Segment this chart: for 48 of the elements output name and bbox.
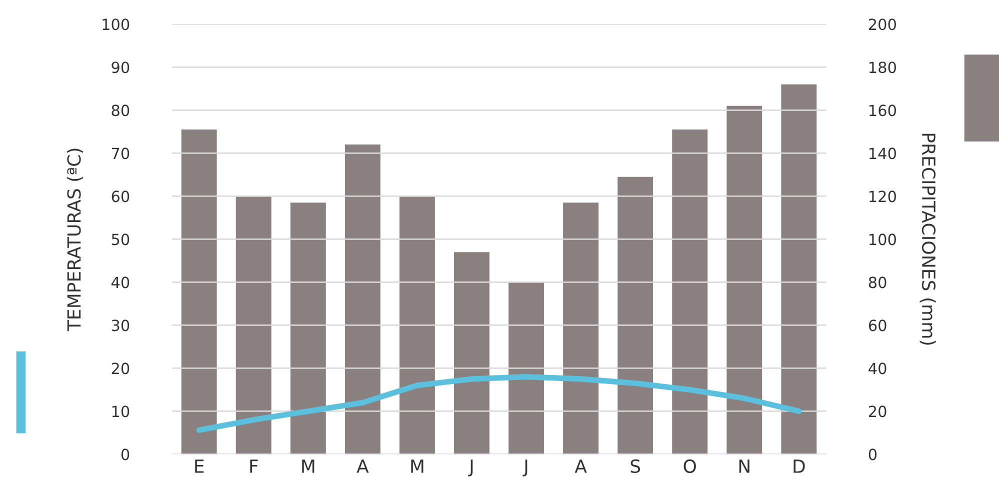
y-tick-label: 20 [112, 362, 130, 374]
bar [781, 84, 817, 454]
y-tick-label: 10 [112, 406, 130, 418]
bar [454, 252, 490, 454]
y2-tick-label: 180 [870, 62, 896, 74]
x-tick-label: J [522, 460, 528, 476]
y-tick-label: 100 [102, 18, 130, 30]
y2-tick-label: 200 [868, 18, 896, 30]
bar [344, 144, 380, 454]
bar [399, 196, 435, 454]
y-tick-label: 0 [121, 448, 130, 460]
x-tick-label: M [302, 460, 314, 473]
y2-tick-label: 80 [868, 276, 886, 288]
y-tick-label: 60 [112, 190, 130, 202]
bar [618, 176, 654, 454]
y2-tick-label: 20 [868, 406, 886, 418]
bar [563, 202, 599, 454]
y-axis-title: TEMPERATURAS (ªC) [66, 148, 83, 332]
y-tick-label: 70 [112, 148, 130, 160]
y-tick-label: 90 [112, 62, 130, 74]
y2-tick-label: 60 [868, 320, 886, 332]
x-tick-label: O [684, 459, 696, 474]
y2-axis-title: PRECIPITACIONES (mm) [920, 134, 936, 345]
y2-tick-label: 140 [870, 148, 896, 160]
y2-tick-label: 120 [870, 190, 896, 202]
bar [508, 282, 544, 454]
bar [236, 196, 272, 454]
y-tick-label: 30 [112, 320, 130, 332]
x-tick-label: E [195, 460, 204, 473]
x-tick-label: F [250, 460, 258, 473]
bar [726, 106, 762, 454]
y-tick-label: 80 [112, 104, 130, 116]
x-tick-label: M [411, 460, 424, 473]
y2-tick-label: 0 [868, 448, 877, 460]
x-tick-label: N [739, 460, 750, 473]
y-tick-label: 50 [112, 234, 130, 246]
x-tick-label: J [468, 460, 473, 476]
y2-tick-label: 160 [870, 104, 896, 116]
x-tick-label: S [630, 459, 640, 474]
x-tick-label: A [574, 460, 587, 473]
x-tick-label: A [356, 460, 369, 473]
bar [181, 130, 217, 454]
y2-tick-label: 100 [870, 234, 896, 246]
bar [290, 202, 326, 454]
x-tick-label: D [794, 460, 805, 473]
y2-tick-label: 40 [868, 362, 886, 374]
bar [672, 130, 708, 454]
y-tick-label: 40 [111, 276, 130, 288]
